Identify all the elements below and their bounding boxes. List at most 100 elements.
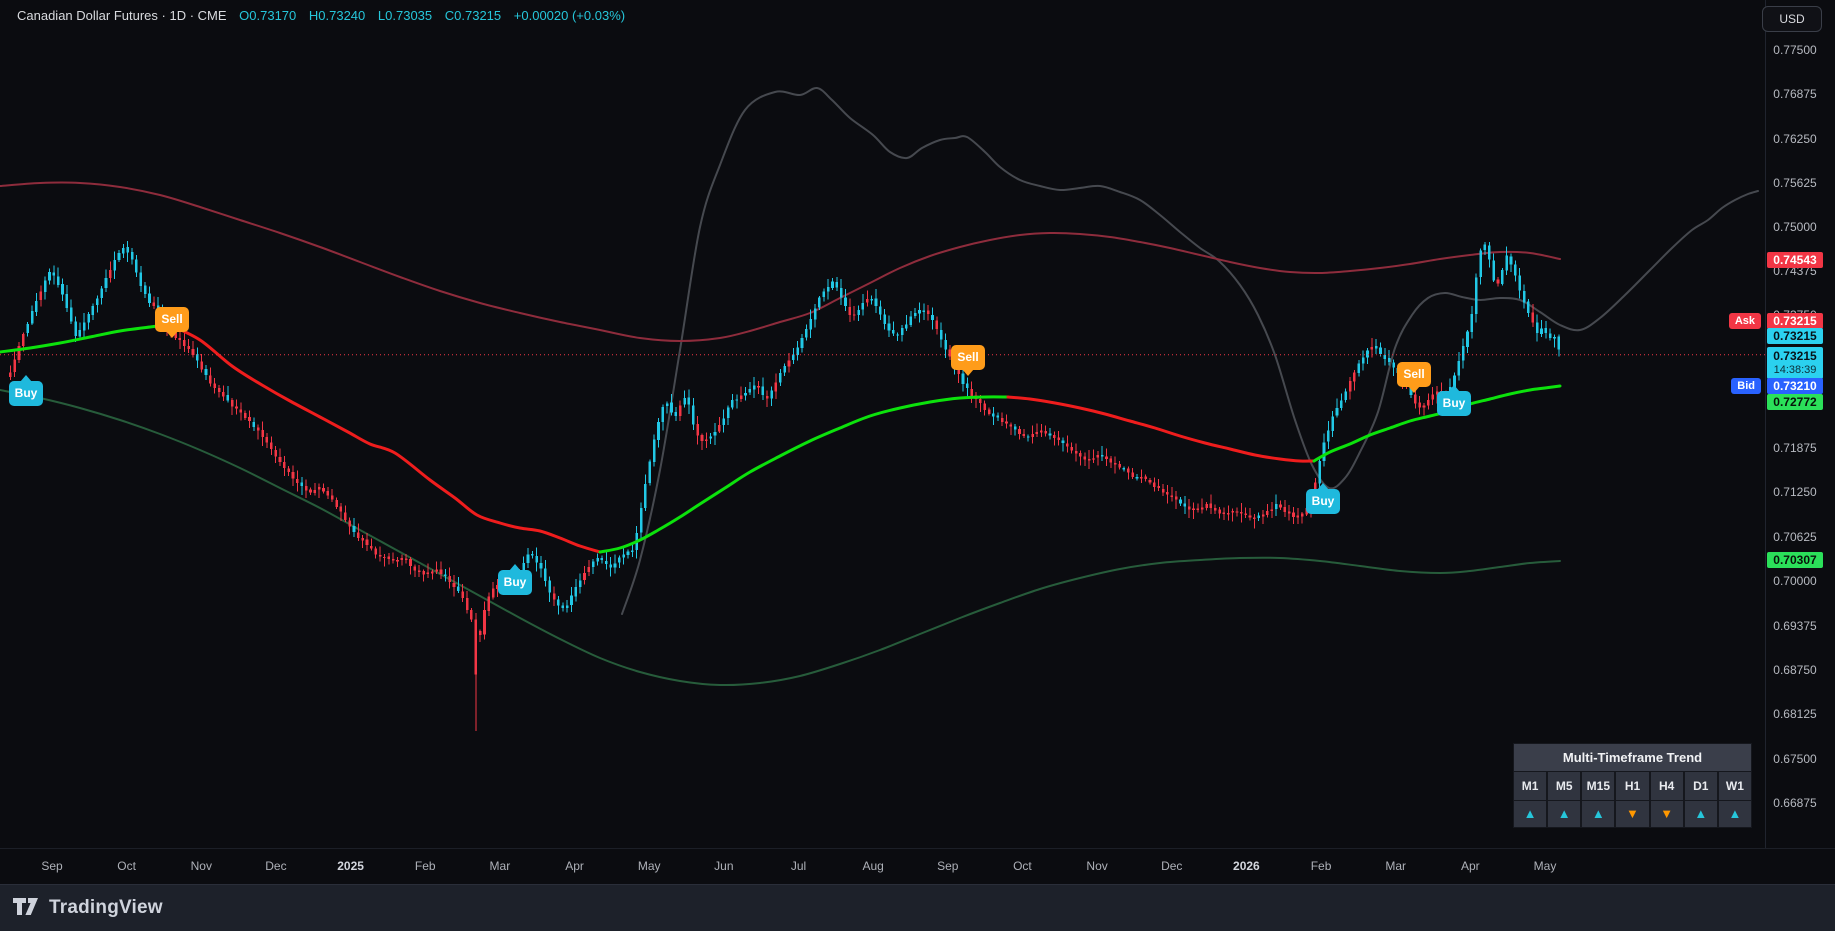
mtf-timeframe-M15: M15 xyxy=(1581,772,1616,801)
price-badge-0.73215: 0.73215 14:38:39 xyxy=(1767,347,1823,379)
signal-pointer xyxy=(1317,483,1329,490)
mtf-timeframe-M5: M5 xyxy=(1547,772,1582,801)
change-value: +0.00020 (+0.03%) xyxy=(513,8,626,23)
chart-pane[interactable]: Canadian Dollar Futures · 1D · CME O0.73… xyxy=(0,0,1765,848)
mtf-trend-arrow-M15-up: ▲ xyxy=(1581,801,1616,828)
mtf-trend-row: ▲ ▲ ▲ ▼ ▼ ▲ ▲ xyxy=(1513,801,1752,828)
time-axis-label-Aug: Aug xyxy=(862,859,884,873)
mtf-trend-arrow-D1-up: ▲ xyxy=(1683,801,1718,828)
trend-ma-up-1 xyxy=(0,323,172,354)
symbol-title: Canadian Dollar Futures · 1D · CME xyxy=(17,8,227,23)
price-tick-label: 0.68125 xyxy=(1773,707,1817,721)
price-tick-label: 0.69375 xyxy=(1773,619,1817,633)
mtf-trend-arrow-M5-up: ▲ xyxy=(1547,801,1582,828)
time-axis-label-Feb: Feb xyxy=(414,859,436,873)
time-axis-label-May: May xyxy=(1533,859,1557,873)
time-axis-label-Apr: Apr xyxy=(565,859,584,873)
price-badge-0.70307: 0.70307 xyxy=(1767,552,1823,568)
trend-ma-down-2 xyxy=(1006,395,1316,463)
signal-pointer xyxy=(1448,385,1460,392)
time-axis-label-Jul: Jul xyxy=(790,859,807,873)
price-chart-canvas[interactable] xyxy=(0,0,1765,848)
buy-signal-marker: Buy xyxy=(498,564,532,595)
buy-signal-marker: Buy xyxy=(9,375,43,406)
price-tick-label: 0.71250 xyxy=(1773,485,1817,499)
price-badge-0.74543: 0.74543 xyxy=(1767,252,1823,268)
time-axis-label-Dec: Dec xyxy=(265,859,287,873)
sell-signal-marker: Sell xyxy=(1397,362,1431,393)
signal-pointer xyxy=(1408,386,1420,393)
compare-line xyxy=(621,86,1759,615)
time-axis[interactable]: Sep Oct Nov Dec 2025 Feb Mar Apr May Jun Jul Aug Sep… xyxy=(0,848,1835,885)
mtf-trend-arrow-W1-up: ▲ xyxy=(1717,801,1752,828)
time-axis-label-2026: 2026 xyxy=(1233,859,1260,873)
price-tick-label: 0.70000 xyxy=(1773,574,1817,588)
time-axis-label-Feb: Feb xyxy=(1310,859,1332,873)
mtf-timeframe-H1: H1 xyxy=(1615,772,1650,801)
mtf-trend-arrow-H4-down: ▼ xyxy=(1649,801,1684,828)
signal-pointer xyxy=(962,369,974,376)
time-axis-label-May: May xyxy=(637,859,661,873)
tradingview-logo[interactable]: TradingView xyxy=(12,896,163,920)
time-axis-label-Sep: Sep xyxy=(41,859,63,873)
mtf-panel-title: Multi-Timeframe Trend xyxy=(1513,743,1752,772)
tradingview-logo-text: TradingView xyxy=(49,897,163,918)
buy-signal-marker: Buy xyxy=(1306,483,1340,514)
time-axis-label-Nov: Nov xyxy=(190,859,212,873)
time-axis-label-Jun: Jun xyxy=(714,859,734,873)
price-tick-label: 0.76875 xyxy=(1773,87,1817,101)
time-axis-label-Apr: Apr xyxy=(1461,859,1480,873)
sell-signal-marker: Sell xyxy=(155,307,189,338)
price-tick-label: 0.75625 xyxy=(1773,176,1817,190)
bottom-toolbar: TradingView xyxy=(0,884,1835,931)
mtf-timeframe-D1: D1 xyxy=(1683,772,1718,801)
ohlc-high: H0.73240 xyxy=(308,8,366,23)
upper-band xyxy=(0,181,1561,342)
price-axis[interactable]: 0.77500 0.76875 0.76250 0.75625 0.75000 0.743… xyxy=(1765,0,1835,848)
signal-pointer xyxy=(509,564,521,571)
mtf-trend-arrow-H1-down: ▼ xyxy=(1615,801,1650,828)
price-tick-label: 0.68750 xyxy=(1773,663,1817,677)
ask-chip: Ask xyxy=(1728,313,1761,329)
ohlc-low: L0.73035 xyxy=(377,8,433,23)
time-axis-label-2025: 2025 xyxy=(337,859,364,873)
price-tick-label: 0.77500 xyxy=(1773,43,1817,57)
price-tick-label: 0.76250 xyxy=(1773,132,1817,146)
price-badge-0.73210: 0.73210 xyxy=(1767,378,1823,394)
signal-pointer xyxy=(20,375,32,382)
mtf-timeframe-row: M1 M5 M15 H1 H4 D1 W1 xyxy=(1513,772,1752,801)
time-axis-label-Mar: Mar xyxy=(1385,859,1407,873)
lower-band xyxy=(0,389,1561,687)
time-axis-label-Oct: Oct xyxy=(1013,859,1032,873)
tradingview-logo-icon xyxy=(13,898,38,915)
symbol-legend[interactable]: Canadian Dollar Futures · 1D · CME O0.73… xyxy=(17,8,625,23)
time-axis-label-Nov: Nov xyxy=(1086,859,1108,873)
currency-toggle-button[interactable]: USD xyxy=(1762,6,1822,32)
mtf-trend-arrow-M1-up: ▲ xyxy=(1513,801,1548,828)
price-badge-0.73215: 0.73215 xyxy=(1767,328,1823,344)
trend-ma-up-2 xyxy=(598,395,1010,554)
price-tick-label: 0.70625 xyxy=(1773,530,1817,544)
ohlc-close: C0.73215 xyxy=(444,8,502,23)
multi-timeframe-panel: Multi-Timeframe Trend M1 M5 M15 H1 H4 D1 W1 ▲ ▲… xyxy=(1513,743,1752,828)
price-tick-label: 0.66875 xyxy=(1773,796,1817,810)
trend-ma-down-1 xyxy=(168,323,602,554)
time-axis-label-Mar: Mar xyxy=(489,859,511,873)
candlesticks xyxy=(9,241,1561,731)
price-tick-label: 0.71875 xyxy=(1773,441,1817,455)
time-axis-label-Oct: Oct xyxy=(117,859,136,873)
buy-signal-marker: Buy xyxy=(1437,385,1471,416)
mtf-timeframe-W1: W1 xyxy=(1717,772,1752,801)
sell-signal-marker: Sell xyxy=(951,345,985,376)
price-tick-label: 0.75000 xyxy=(1773,220,1817,234)
price-badge-0.73215: 0.73215 xyxy=(1767,313,1823,329)
signal-pointer xyxy=(166,331,178,338)
price-badge-0.72772: 0.72772 xyxy=(1767,394,1823,410)
price-tick-label: 0.67500 xyxy=(1773,752,1817,766)
mtf-timeframe-H4: H4 xyxy=(1649,772,1684,801)
time-axis-label-Sep: Sep xyxy=(937,859,959,873)
countdown-timer: 14:38:39 xyxy=(1773,364,1817,376)
time-axis-label-Dec: Dec xyxy=(1161,859,1183,873)
bid-chip: Bid xyxy=(1731,378,1761,394)
